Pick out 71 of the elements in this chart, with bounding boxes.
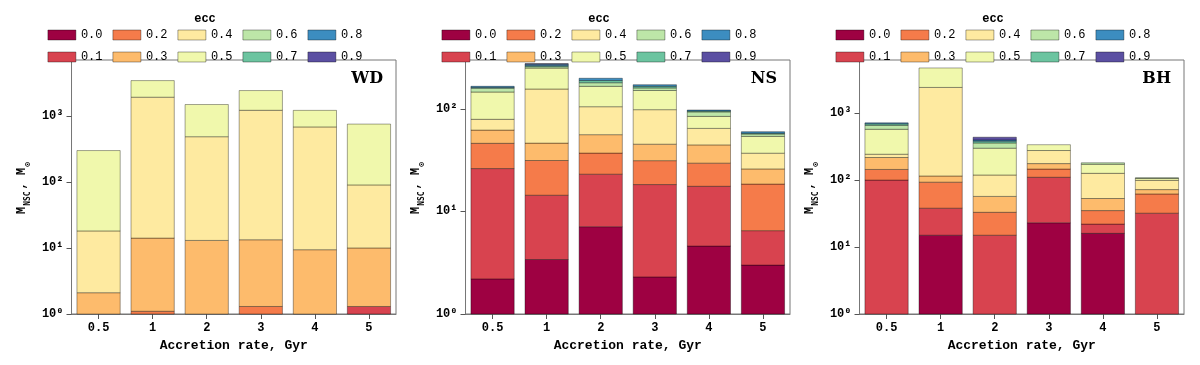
x-tick-label: 4 [705,321,713,335]
legend-label: 0.1 [868,50,891,64]
legend-label: 0.2 [933,28,956,42]
legend-label: 0.8 [1128,28,1151,42]
legend-label: 0.5 [604,50,627,64]
legend-label: 0.7 [1063,50,1086,64]
legend-label: 0.7 [669,50,692,64]
legend-label: 0.8 [734,28,757,42]
text: NS [750,67,778,87]
x-tick-label: 4 [311,321,319,335]
x-tick-label: 0.5 [875,321,898,335]
legend-title: ecc [982,12,1004,26]
y-tick-label: 10⁰ [41,307,64,321]
legend-label: 0.6 [669,28,692,42]
legend-label: 0.4 [210,28,233,42]
y-tick-label: 10³ [829,106,852,121]
legend-label: 0.3 [145,50,168,64]
x-tick-label: 3 [257,321,265,335]
x-tick-label: 4 [1099,321,1107,335]
legend-label: 0.0 [868,28,891,42]
y-axis-title: MNSC, M⊙ [15,161,32,215]
legend-title: ecc [194,12,216,26]
y-tick-label: 10¹ [435,204,458,219]
legend-label: 0.8 [340,28,363,42]
y-tick-label: 10² [829,173,852,188]
y-tick-label: 10⁰ [435,307,458,321]
legend-label: 0.9 [1128,50,1151,64]
y-tick-label: 10² [435,101,458,116]
x-tick-label: 5 [1153,321,1161,335]
legend-label: 0.9 [734,50,757,64]
y-axis-title: MNSC, M⊙ [803,161,820,215]
y-tick-label: 10⁰ [829,307,852,321]
legend-label: 0.4 [604,28,627,42]
legend-label: 0.0 [80,28,103,42]
y-tick-label: 10¹ [41,240,64,255]
x-axis-title: Accretion rate, Gyr [159,338,308,353]
legend-label: 0.2 [145,28,168,42]
x-axis-title: Accretion rate, Gyr [947,338,1096,353]
legend-label: 0.9 [340,50,363,64]
legend-label: 0.3 [539,50,562,64]
x-tick-label: 1 [149,321,157,335]
legend-label: 0.5 [210,50,233,64]
legend-label: 0.1 [474,50,497,64]
y-tick-label: 10² [41,174,64,189]
legend-label: 0.6 [275,28,298,42]
x-tick-label: 5 [759,321,767,335]
x-tick-label: 2 [991,321,999,335]
legend-label: 0.7 [275,50,298,64]
x-tick-label: 3 [651,321,659,335]
x-tick-label: 2 [203,321,211,335]
legend-title: ecc [588,12,610,26]
x-axis-title: Accretion rate, Gyr [553,338,702,353]
legend-label: 0.0 [474,28,497,42]
y-tick-label: 10¹ [829,240,852,255]
x-tick-label: 1 [543,321,551,335]
y-tick-label: 10³ [41,108,64,123]
legend-label: 0.2 [539,28,562,42]
x-tick-label: 0.5 [87,321,110,335]
text: WD [350,67,384,87]
x-tick-label: 2 [597,321,605,335]
text: BH [1142,67,1171,87]
x-tick-label: 0.5 [481,321,504,335]
legend-label: 0.4 [998,28,1021,42]
legend-label: 0.3 [933,50,956,64]
x-tick-label: 5 [365,321,373,335]
x-tick-label: 1 [937,321,945,335]
legend-label: 0.6 [1063,28,1086,42]
legend-label: 0.1 [80,50,103,64]
legend-label: 0.5 [998,50,1021,64]
y-axis-title: MNSC, M⊙ [409,161,426,215]
x-tick-label: 3 [1045,321,1053,335]
